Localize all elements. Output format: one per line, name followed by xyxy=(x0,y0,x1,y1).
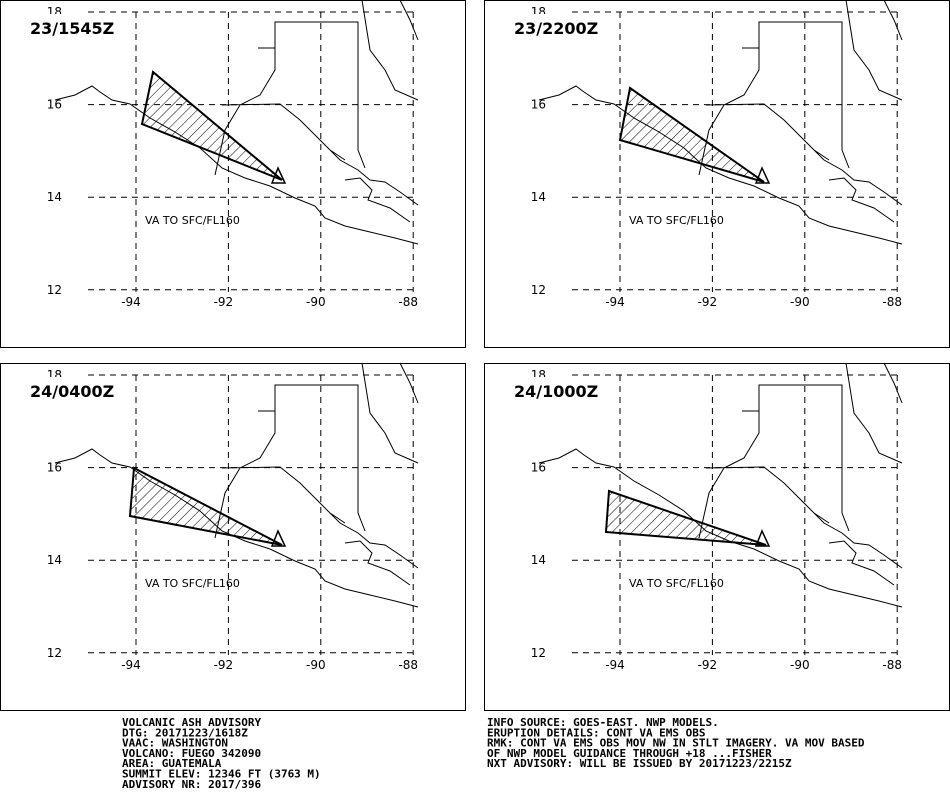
advisory-line: ERUPTION DETAILS: CONT VA EMS OBS xyxy=(487,726,706,739)
volcano-symbol xyxy=(270,529,287,547)
lon-tick-label: -88 xyxy=(398,295,418,309)
title-bg xyxy=(26,14,108,36)
volcano-symbol xyxy=(754,166,771,184)
lon-tick-label: -90 xyxy=(306,658,326,672)
border xyxy=(698,0,903,223)
lat-tick-label: 14 xyxy=(47,190,62,204)
advisory-line: DTG: 20171223/1618Z xyxy=(122,726,248,739)
advisory-line: OF NWP MODEL GUIDANCE THROUGH +18 ...FIS… xyxy=(487,747,772,760)
ash-area xyxy=(618,86,765,183)
border xyxy=(214,0,419,223)
title-bg xyxy=(26,377,108,399)
lon-tick-label: -94 xyxy=(605,295,625,309)
lon-tick-label: -90 xyxy=(790,295,810,309)
ash-area xyxy=(604,489,767,546)
volcano-symbol xyxy=(270,166,287,184)
ash-label: VA TO SFC/FL160 xyxy=(145,214,240,227)
ash-label: VA TO SFC/FL160 xyxy=(629,214,724,227)
title-bg xyxy=(510,14,592,36)
panel-title: 23/2200Z xyxy=(514,19,598,38)
border xyxy=(214,362,419,586)
lon-tick-label: -88 xyxy=(398,658,418,672)
panel-title: 23/1545Z xyxy=(30,19,114,38)
panel-title: 24/1000Z xyxy=(514,382,598,401)
lat-tick-label: 12 xyxy=(47,283,62,297)
lon-tick-label: -90 xyxy=(306,295,326,309)
lat-tick-label: 12 xyxy=(531,283,546,297)
lat-tick-label: 14 xyxy=(531,553,546,567)
lon-tick-label: -92 xyxy=(698,658,718,672)
lat-tick-label: 16 xyxy=(47,98,62,112)
lat-tick-label: 12 xyxy=(531,646,546,660)
lat-tick-label: 14 xyxy=(531,190,546,204)
border xyxy=(698,362,903,586)
lat-tick-label: 16 xyxy=(531,98,546,112)
lon-tick-label: -92 xyxy=(698,295,718,309)
advisory-line: AREA: GUATEMALA xyxy=(122,757,222,770)
panel-frame xyxy=(0,363,466,711)
advisory-line: INFO SOURCE: GOES-EAST. NWP MODELS. xyxy=(487,716,719,729)
lat-tick-label: 16 xyxy=(531,461,546,475)
panel-frame xyxy=(0,0,466,348)
lon-tick-label: -94 xyxy=(121,295,141,309)
lat-tick-label: 14 xyxy=(47,553,62,567)
lon-tick-label: -88 xyxy=(882,295,902,309)
lon-tick-label: -94 xyxy=(605,658,625,672)
ash-area xyxy=(140,70,283,181)
lon-tick-label: -88 xyxy=(882,658,902,672)
panel-title: 24/0400Z xyxy=(30,382,114,401)
lon-tick-label: -90 xyxy=(790,658,810,672)
title-bg xyxy=(510,377,592,399)
advisory-line: VAAC: WASHINGTON xyxy=(122,737,228,750)
advisory-line: VOLCANO: FUEGO 342090 xyxy=(122,747,261,760)
advisory-line: SUMMIT ELEV: 12346 FT (3763 M) xyxy=(122,768,321,781)
coastline xyxy=(54,85,419,245)
advisory-line: ADVISORY NR: 2017/396 xyxy=(122,778,261,791)
lat-tick-label: 16 xyxy=(47,461,62,475)
ash-label: VA TO SFC/FL160 xyxy=(629,577,724,590)
ash-label: VA TO SFC/FL160 xyxy=(145,577,240,590)
lon-tick-label: -92 xyxy=(214,658,234,672)
advisory-line: NXT ADVISORY: WILL BE ISSUED BY 20171223… xyxy=(487,757,792,770)
ash-area xyxy=(128,466,283,546)
advisory-line: VOLCANIC ASH ADVISORY xyxy=(122,716,261,729)
lat-tick-label: 12 xyxy=(47,646,62,660)
lon-tick-label: -92 xyxy=(214,295,234,309)
coastline xyxy=(538,85,903,245)
advisory-line: RMK: CONT VA EMS OBS MOV NW IN STLT IMAG… xyxy=(487,737,865,750)
lon-tick-label: -94 xyxy=(121,658,141,672)
volcano-symbol xyxy=(754,529,771,547)
